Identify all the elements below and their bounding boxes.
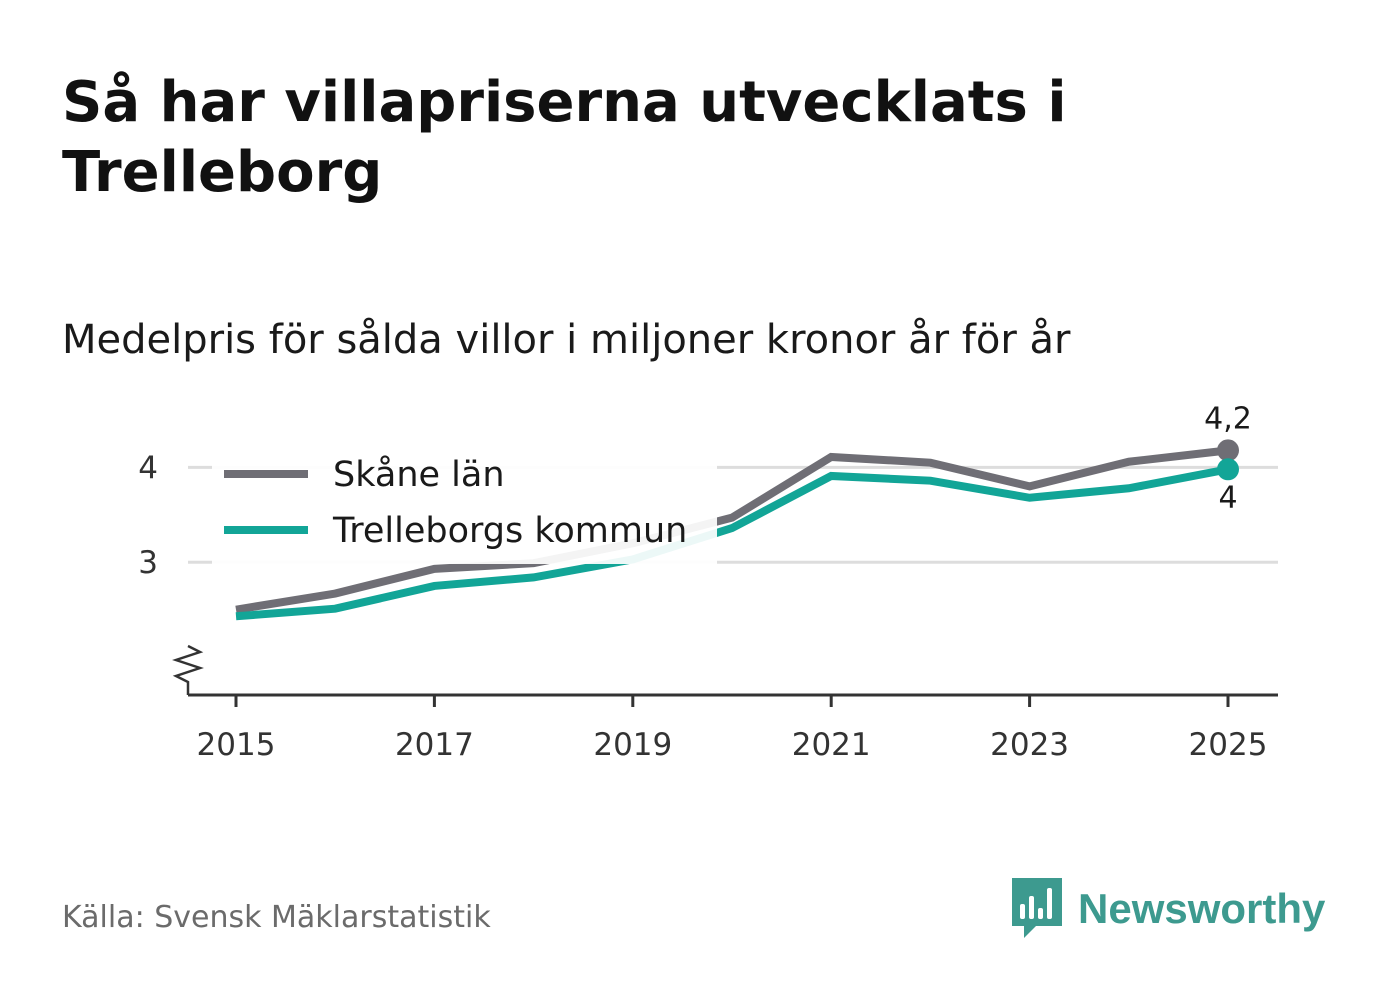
series-line-1 — [235, 465, 1229, 621]
legend-label-1: Trelleborgs kommun — [332, 511, 687, 551]
brand-logo: Newsworthy — [1012, 878, 1325, 940]
y-tick-label: 3 — [138, 545, 158, 581]
legend-label-0: Skåne län — [333, 454, 505, 495]
bar-chart-logo-icon — [1012, 878, 1062, 938]
x-tick-label: 2021 — [792, 727, 871, 763]
brand-name: Newsworthy — [1078, 885, 1326, 932]
axis-break-icon — [172, 644, 204, 695]
x-tick-label: 2017 — [395, 727, 474, 763]
chart-title: Så har villapriserna utvecklats i Trelle… — [62, 70, 1067, 205]
end-point-0 — [1217, 439, 1239, 462]
legend-background — [212, 446, 717, 564]
end-label-1: 4 — [1218, 480, 1237, 515]
x-tick-label: 2019 — [593, 727, 672, 763]
series-line-0 — [235, 446, 1229, 614]
source-note: Källa: Svensk Mäklarstatistik — [62, 900, 491, 935]
end-point-1 — [1217, 458, 1239, 481]
x-tick-label: 2015 — [197, 727, 276, 763]
x-tick-label: 2025 — [1189, 727, 1268, 763]
end-label-0: 4,2 — [1204, 401, 1252, 436]
x-tick-label: 2023 — [990, 727, 1069, 763]
y-tick-label: 4 — [138, 450, 158, 486]
chart-subtitle: Medelpris för sålda villor i miljoner kr… — [62, 317, 1071, 363]
